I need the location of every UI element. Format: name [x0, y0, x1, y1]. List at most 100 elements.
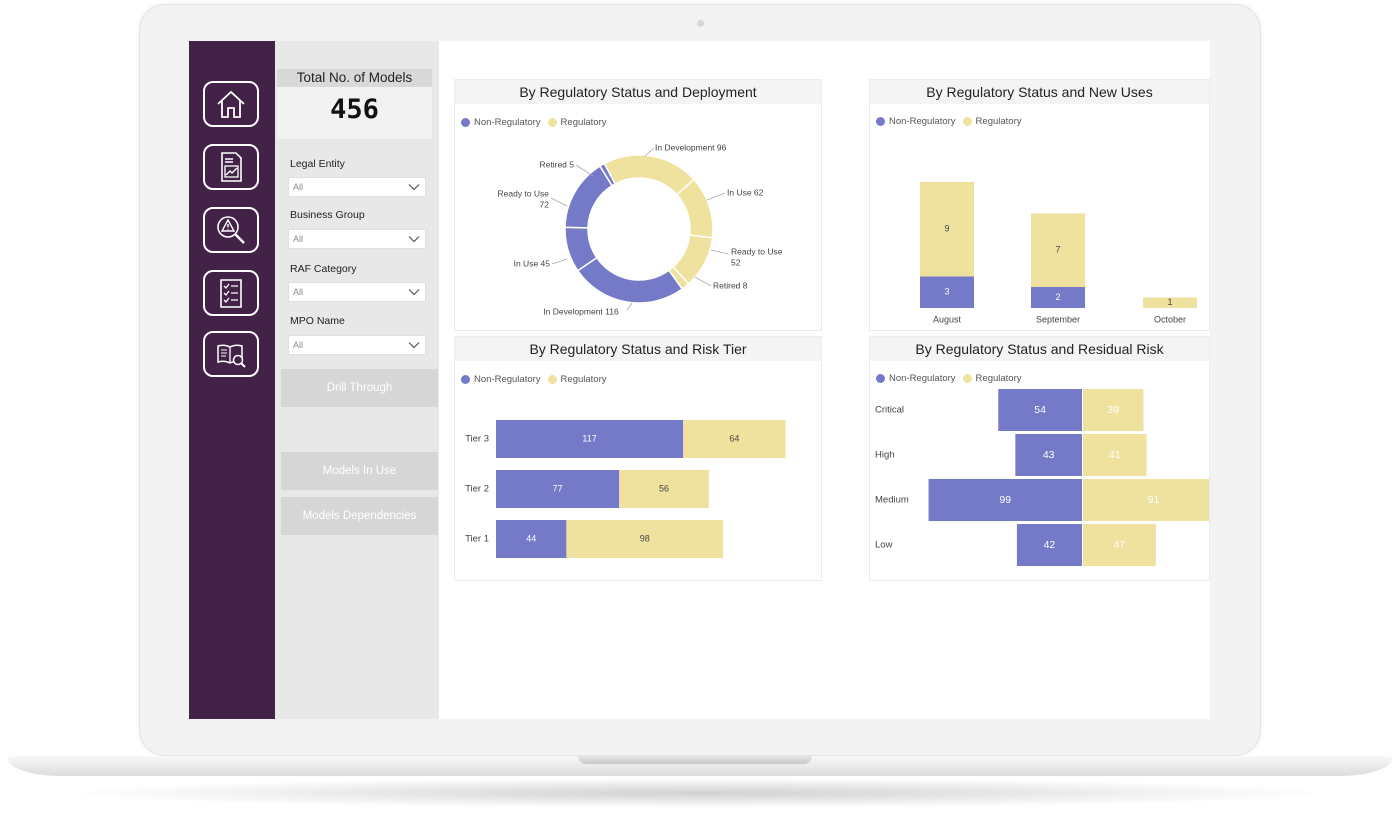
residual-risk-legend: Non-Regulatory Regulatory	[876, 373, 1022, 384]
bar-data-label: 41	[1109, 449, 1121, 461]
legend-dot-non-regulatory	[461, 118, 470, 127]
y-axis-tick-label: Tier 3	[465, 434, 489, 445]
y-axis-tick-label: Critical	[875, 405, 904, 416]
kpi-title: Total No. of Models	[277, 69, 432, 87]
business-group-dropdown[interactable]: All	[288, 229, 426, 249]
legend-regulatory: Regulatory	[560, 117, 607, 128]
donut-slice-label: Ready to Use	[498, 188, 550, 198]
donut-leader-line	[551, 258, 568, 265]
bar-regulatory	[619, 470, 709, 508]
donut-leader-line	[644, 147, 655, 157]
legal-entity-value: All	[293, 182, 304, 192]
bar-data-label: 117	[582, 433, 596, 443]
chevron-down-icon	[408, 342, 420, 349]
filter-panel: Total No. of Models 456 Legal Entity All…	[275, 41, 439, 719]
y-axis-tick-label: Low	[875, 540, 893, 551]
donut-leader-line	[694, 276, 712, 287]
residual-risk-visual: By Regulatory Status and Residual Risk N…	[869, 336, 1210, 581]
column-data-label: 1	[1167, 297, 1172, 307]
column-non-regulatory	[1031, 287, 1085, 308]
bar-non-regulatory	[1016, 524, 1082, 566]
deployment-donut-visual: By Regulatory Status and Deployment Non-…	[454, 79, 822, 331]
donut-slice	[603, 154, 695, 196]
bar-non-regulatory	[496, 470, 620, 508]
x-axis-tick-label: September	[1036, 314, 1080, 324]
bar-regulatory	[1083, 479, 1209, 521]
filter-label-raf-category: RAF Category	[290, 263, 357, 275]
y-axis-tick-label: Tier 1	[465, 534, 489, 545]
y-axis-tick-label: High	[875, 450, 895, 461]
legend-dot-regulatory	[962, 374, 972, 383]
donut-slice-label: In Use 62	[727, 187, 764, 197]
y-axis-tick-label: Medium	[875, 495, 909, 506]
column-non-regulatory	[920, 276, 974, 308]
bar-data-label: 56	[659, 483, 669, 493]
mpo-name-dropdown[interactable]: All	[288, 335, 426, 355]
models-in-use-button[interactable]: Models In Use	[281, 452, 438, 490]
models-dependencies-button[interactable]: Models Dependencies	[281, 497, 438, 535]
risk-tier-visual: By Regulatory Status and Risk Tier Non-R…	[454, 336, 822, 581]
legend-non-regulatory: Non-Regulatory	[474, 374, 541, 385]
donut-slice-label: Retired 8	[713, 280, 748, 290]
new-uses-legend: Non-Regulatory Regulatory	[876, 116, 1022, 127]
bar-regulatory	[1083, 389, 1144, 431]
residual-risk-bar-chart: Critical 54 39 High 43 41 Medium 99 91 Low 42 47	[875, 389, 1209, 566]
bar-data-label: 54	[1034, 404, 1046, 416]
nav-risk-button[interactable]	[203, 207, 259, 253]
drill-through-button[interactable]: Drill Through	[281, 369, 438, 407]
dashboard-screen: Total No. of Models 456 Legal Entity All…	[189, 41, 1210, 719]
legend-dot-regulatory	[547, 118, 557, 127]
nav-home-button[interactable]	[203, 81, 259, 127]
legend-dot-regulatory	[962, 117, 972, 126]
column-data-label: 2	[1055, 292, 1060, 302]
legend-non-regulatory: Non-Regulatory	[889, 116, 956, 127]
raf-category-value: All	[293, 287, 304, 297]
y-axis-tick-label: Tier 2	[465, 484, 489, 495]
bar-regulatory	[566, 520, 724, 558]
deployment-legend: Non-Regulatory Regulatory	[461, 117, 607, 128]
nav-checklist-button[interactable]	[203, 270, 259, 316]
chevron-down-icon	[408, 289, 420, 296]
bar-data-label: 64	[729, 433, 739, 443]
donut-leader-line	[575, 164, 594, 177]
donut-slice	[598, 162, 617, 187]
bar-non-regulatory	[998, 389, 1082, 431]
donut-slice	[576, 256, 684, 304]
column-regulatory	[920, 182, 974, 277]
risk-search-icon	[217, 216, 245, 244]
bar-data-label: 99	[999, 494, 1011, 506]
report-chart-icon	[221, 152, 242, 182]
donut-slice-label: Ready to Use	[731, 246, 783, 256]
donut-leader-line	[626, 302, 633, 311]
new-uses-visual: By Regulatory Status and New Uses Non-Re…	[869, 79, 1210, 331]
bar-data-label: 77	[553, 483, 563, 493]
bar-regulatory	[1083, 434, 1147, 476]
chevron-down-icon	[408, 184, 420, 191]
bar-non-regulatory	[496, 420, 684, 458]
legend-dot-non-regulatory	[876, 117, 885, 126]
camera-dot	[697, 20, 704, 27]
book-search-icon	[217, 344, 246, 368]
nav-book-search-button[interactable]	[203, 331, 259, 377]
residual-risk-chart-title: By Regulatory Status and Residual Risk	[870, 337, 1209, 361]
nav-report-button[interactable]	[203, 144, 259, 190]
chevron-down-icon	[408, 236, 420, 243]
bar-data-label: 43	[1043, 449, 1055, 461]
donut-slice-label: 52	[731, 257, 741, 267]
raf-category-dropdown[interactable]: All	[288, 282, 426, 302]
column-data-label: 3	[944, 287, 949, 297]
filter-label-business-group: Business Group	[290, 209, 365, 221]
kpi-value: 456	[330, 94, 379, 125]
bar-data-label: 42	[1044, 539, 1056, 551]
bar-non-regulatory	[1015, 434, 1082, 476]
legal-entity-dropdown[interactable]: All	[288, 177, 426, 197]
new-uses-column-chart: 3 9 August 2 7 September 1 October	[920, 182, 1197, 324]
donut-leader-line	[550, 197, 568, 207]
x-axis-tick-label: October	[1154, 314, 1186, 324]
bar-regulatory	[683, 420, 786, 458]
bar-data-label: 91	[1148, 494, 1160, 506]
business-group-value: All	[293, 234, 304, 244]
donut-slice-label: Retired 5	[540, 159, 575, 169]
column-regulatory	[1143, 297, 1197, 308]
legend-regulatory: Regulatory	[560, 374, 607, 385]
